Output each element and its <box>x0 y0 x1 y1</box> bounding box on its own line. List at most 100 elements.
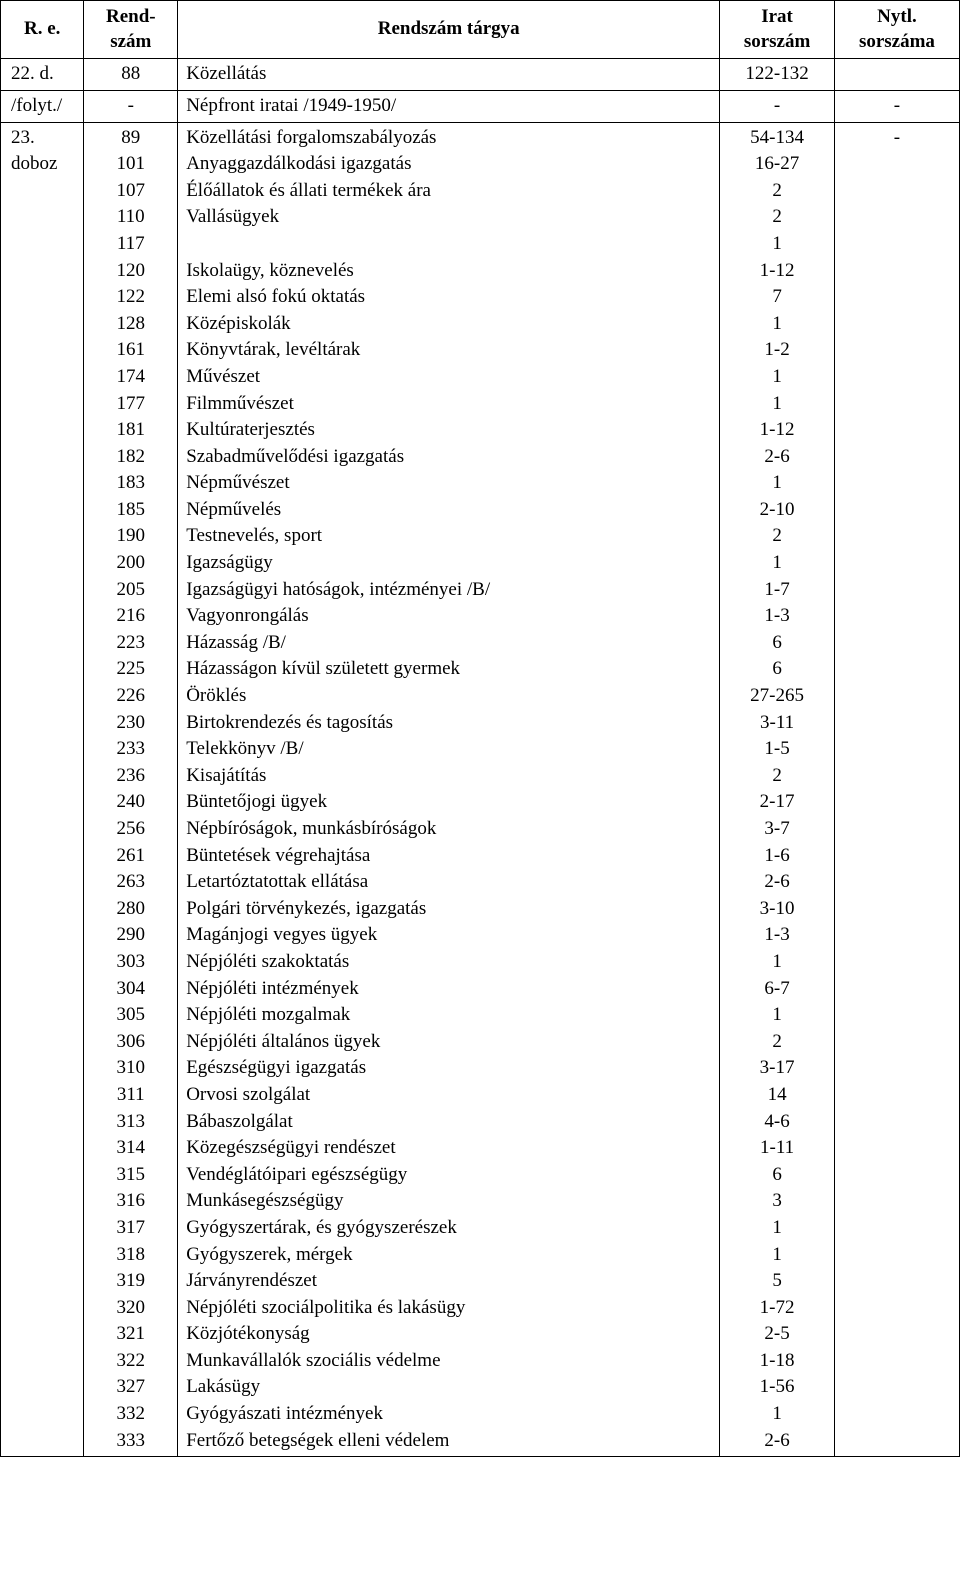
targy-value: Népművelés <box>186 497 711 524</box>
header-irat: Irat sorszám <box>720 1 835 59</box>
targy-value: Kultúraterjesztés <box>186 417 711 444</box>
irat-value: 1 <box>728 1002 826 1029</box>
targy-value: Elemi alsó fokú oktatás <box>186 284 711 311</box>
targy-value: Letartóztatottak ellátása <box>186 869 711 896</box>
rend-value: 174 <box>92 364 169 391</box>
irat-value: 1-3 <box>728 922 826 949</box>
cell-irat: 122-132 <box>720 59 835 91</box>
targy-value: Magánjogi vegyes ügyek <box>186 922 711 949</box>
rend-value: 320 <box>92 1295 169 1322</box>
targy-value: Élőállatok és állati termékek ára <box>186 178 711 205</box>
irat-value: 1 <box>728 364 826 391</box>
cell-targy: Közellátás <box>178 59 720 91</box>
rend-value: 236 <box>92 763 169 790</box>
irat-value: 2-6 <box>728 1428 826 1455</box>
targy-value: Fertőző betegségek elleni védelem <box>186 1428 711 1455</box>
irat-value: 1-72 <box>728 1295 826 1322</box>
targy-value: Könyvtárak, levéltárak <box>186 337 711 364</box>
cell-nytl: - <box>834 122 959 1457</box>
targy-value: Művészet <box>186 364 711 391</box>
targy-value: Bábaszolgálat <box>186 1109 711 1136</box>
table-row: /folyt./ - Népfront iratai /1949-1950/ -… <box>1 90 960 122</box>
cell-nytl <box>834 59 959 91</box>
rend-value: 314 <box>92 1135 169 1162</box>
irat-value: 1-3 <box>728 603 826 630</box>
targy-value: Szabadművelődési igazgatás <box>186 444 711 471</box>
irat-value: 1-56 <box>728 1374 826 1401</box>
rend-value: 107 <box>92 178 169 205</box>
targy-value: Vallásügyek <box>186 204 711 231</box>
rend-value: 182 <box>92 444 169 471</box>
rend-value: 310 <box>92 1055 169 1082</box>
targy-value: Népjóléti szociálpolitika és lakásügy <box>186 1295 711 1322</box>
cell-targy: Közellátási forgalomszabályozásAnyaggazd… <box>178 122 720 1457</box>
rend-value: 240 <box>92 789 169 816</box>
rend-value: 322 <box>92 1348 169 1375</box>
rend-value: 318 <box>92 1242 169 1269</box>
irat-value: 2 <box>728 204 826 231</box>
targy-value: Munkavállalók szociális védelme <box>186 1348 711 1375</box>
targy-value: Középiskolák <box>186 311 711 338</box>
rend-value: 303 <box>92 949 169 976</box>
rend-value: 225 <box>92 656 169 683</box>
rend-value: 190 <box>92 523 169 550</box>
rend-value: 290 <box>92 922 169 949</box>
cell-re: 22. d. <box>1 59 84 91</box>
table-row: 23.doboz 8910110711011712012212816117417… <box>1 122 960 1457</box>
targy-value: Telekkönyv /B/ <box>186 736 711 763</box>
irat-value: 2-5 <box>728 1321 826 1348</box>
rend-value: 233 <box>92 736 169 763</box>
irat-value: 1 <box>728 550 826 577</box>
header-row: R. e. Rend- szám Rendszám tárgya Irat so… <box>1 1 960 59</box>
irat-value: 2 <box>728 1029 826 1056</box>
irat-value: 1-5 <box>728 736 826 763</box>
targy-value: Gyógyszertárak, és gyógyszerészek <box>186 1215 711 1242</box>
irat-value: 7 <box>728 284 826 311</box>
targy-value: Büntetések végrehajtása <box>186 843 711 870</box>
rend-value: 333 <box>92 1428 169 1455</box>
targy-value: Filmművészet <box>186 391 711 418</box>
header-rendszam: Rend- szám <box>84 1 178 59</box>
rend-value: 319 <box>92 1268 169 1295</box>
rend-value: 216 <box>92 603 169 630</box>
targy-value: Lakásügy <box>186 1374 711 1401</box>
irat-value: 14 <box>728 1082 826 1109</box>
irat-value: 5 <box>728 1268 826 1295</box>
rend-value: 280 <box>92 896 169 923</box>
rend-value: 120 <box>92 258 169 285</box>
irat-value: 2-6 <box>728 869 826 896</box>
cell-irat: - <box>720 90 835 122</box>
targy-value: Közellátási forgalomszabályozás <box>186 125 711 152</box>
header-re: R. e. <box>1 1 84 59</box>
irat-value: 1 <box>728 1401 826 1428</box>
cell-targy: Népfront iratai /1949-1950/ <box>178 90 720 122</box>
targy-value: Testnevelés, sport <box>186 523 711 550</box>
rend-value: 89 <box>92 125 169 152</box>
rend-value: 101 <box>92 151 169 178</box>
cell-re: 23.doboz <box>1 122 84 1457</box>
rend-value: 181 <box>92 417 169 444</box>
irat-value: 1-11 <box>728 1135 826 1162</box>
irat-value: 6 <box>728 1162 826 1189</box>
rend-value: 263 <box>92 869 169 896</box>
targy-value: Házasság /B/ <box>186 630 711 657</box>
rend-value: 183 <box>92 470 169 497</box>
irat-value: 3-17 <box>728 1055 826 1082</box>
targy-value: Vagyonrongálás <box>186 603 711 630</box>
rend-value: 128 <box>92 311 169 338</box>
rend-value: 205 <box>92 577 169 604</box>
cell-irat: 54-13416-272211-12711-2111-122-612-10211… <box>720 122 835 1457</box>
targy-value: Járványrendészet <box>186 1268 711 1295</box>
irat-value: 54-134 <box>728 125 826 152</box>
table-row: 22. d. 88 Közellátás 122-132 <box>1 59 960 91</box>
irat-value: 6 <box>728 630 826 657</box>
rend-value: 306 <box>92 1029 169 1056</box>
cell-nytl: - <box>834 90 959 122</box>
irat-value: 1-12 <box>728 417 826 444</box>
rend-value: 313 <box>92 1109 169 1136</box>
irat-value: 1 <box>728 391 826 418</box>
rend-value: 161 <box>92 337 169 364</box>
irat-value: 1-12 <box>728 258 826 285</box>
rend-value: 316 <box>92 1188 169 1215</box>
irat-value: 6 <box>728 656 826 683</box>
